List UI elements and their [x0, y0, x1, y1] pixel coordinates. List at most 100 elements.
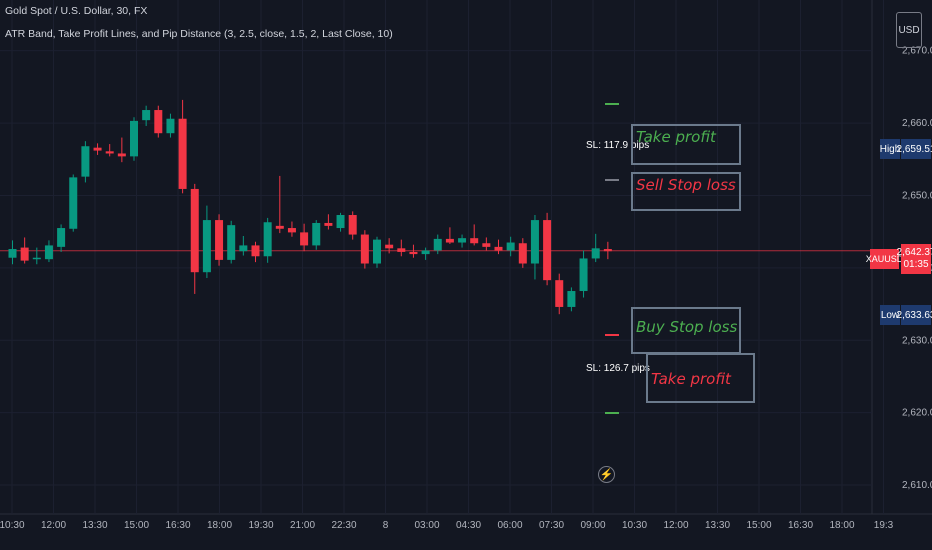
take-profit-upper-box[interactable]: Take profit — [631, 124, 741, 165]
sl-upper-label: SL: 117.9 pips — [586, 140, 650, 151]
candle — [57, 224, 66, 252]
bar-countdown: 01:35 — [903, 259, 929, 270]
candle — [117, 137, 126, 163]
candle-body — [397, 248, 406, 252]
y-tick-label: 2,670.00 — [902, 46, 932, 57]
x-tick-label: 15:00 — [124, 520, 149, 531]
candle — [20, 237, 29, 264]
candle — [166, 113, 175, 138]
candle-body — [506, 242, 515, 251]
candle — [239, 236, 248, 256]
x-tick-label: 16:30 — [165, 520, 190, 531]
candle — [312, 220, 321, 250]
candle-body — [69, 177, 78, 229]
currency-button[interactable]: USD — [896, 12, 922, 48]
x-tick-label: 10:30 — [622, 520, 647, 531]
high-value-badge: 2,659.51 — [897, 139, 932, 159]
y-tick-label: 2,620.00 — [902, 408, 932, 419]
candle-body — [57, 228, 66, 247]
candle-body — [239, 245, 248, 252]
x-tick-label: 8 — [383, 520, 389, 531]
candle — [69, 174, 78, 232]
candle-body — [287, 228, 296, 233]
x-tick-label: 22:30 — [331, 520, 356, 531]
candle — [543, 212, 552, 286]
candle — [215, 214, 224, 266]
candle — [202, 205, 211, 278]
candle — [300, 223, 309, 252]
candle-body — [215, 220, 224, 260]
candle-body — [32, 257, 41, 260]
candle-body — [190, 188, 199, 273]
candle — [154, 105, 163, 138]
candle-body — [81, 146, 90, 177]
candle-body — [202, 220, 211, 273]
low-value-badge: 2,633.63 — [897, 305, 932, 325]
candle — [555, 273, 564, 315]
candle-body — [8, 249, 17, 258]
x-tick-label: 07:30 — [539, 520, 564, 531]
candle-body — [324, 222, 333, 226]
candle — [433, 234, 442, 255]
x-tick-label: 12:00 — [663, 520, 688, 531]
candle — [518, 238, 527, 268]
x-tick-label: 13:30 — [705, 520, 730, 531]
candle — [324, 214, 333, 230]
upper-stop-dash — [605, 179, 619, 181]
candle-body — [470, 238, 479, 244]
buy-stop-loss-box[interactable]: Buy Stop loss — [631, 307, 741, 354]
lower-stop-dash — [605, 334, 619, 336]
candle — [445, 227, 454, 244]
candle-body — [227, 225, 236, 260]
candle — [287, 221, 296, 237]
candle — [275, 175, 284, 234]
candle-body — [530, 220, 539, 264]
x-tick-label: 16:30 — [788, 520, 813, 531]
candle — [579, 250, 588, 298]
indicator-legend[interactable]: ATR Band, Take Profit Lines, and Pip Dis… — [5, 28, 393, 40]
candle — [530, 215, 539, 280]
candle — [409, 244, 418, 258]
candle — [178, 99, 187, 194]
candle-body — [275, 225, 284, 229]
candle-body — [579, 258, 588, 292]
sell-stop-loss-box[interactable]: Sell Stop loss — [631, 172, 741, 211]
lightning-icon[interactable]: ⚡ — [598, 466, 615, 483]
candle — [385, 238, 394, 254]
candle-body — [44, 245, 53, 260]
candle-body — [421, 250, 430, 255]
candle-body — [543, 220, 552, 281]
candle — [8, 240, 17, 265]
candle-body — [20, 247, 29, 261]
x-tick-label: 12:00 — [41, 520, 66, 531]
take-profit-lower-box[interactable]: Take profit — [646, 353, 755, 403]
candle-body — [336, 215, 345, 229]
candle — [263, 217, 272, 263]
x-tick-label: 04:30 — [456, 520, 481, 531]
candle — [397, 239, 406, 257]
candle-body — [518, 243, 527, 264]
candle — [470, 224, 479, 246]
candle-body — [603, 249, 612, 252]
candle — [130, 117, 138, 161]
candle-body — [494, 246, 503, 251]
candle-body — [300, 232, 309, 246]
last-price-value: 2,642.37 — [896, 247, 932, 258]
candle-body — [263, 222, 272, 257]
candle — [227, 220, 236, 264]
y-tick-label: 2,660.00 — [902, 118, 932, 129]
candle — [506, 236, 515, 257]
candle — [81, 141, 90, 183]
candle-body — [105, 151, 114, 154]
candle — [142, 105, 151, 126]
candle — [494, 239, 503, 255]
lower-take-profit-dash — [605, 412, 619, 414]
high-label-badge: High — [880, 139, 900, 159]
candle — [44, 240, 53, 263]
low-label-badge: Low — [880, 305, 900, 325]
candle-body — [482, 243, 491, 247]
y-tick-label: 2,650.00 — [902, 190, 932, 201]
candle-body — [409, 251, 418, 255]
